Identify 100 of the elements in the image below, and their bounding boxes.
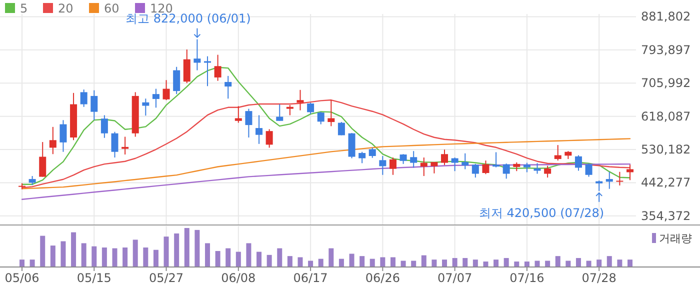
- x-tick-label: 07/28: [582, 271, 616, 285]
- candlestick: [462, 152, 469, 170]
- bar: [628, 260, 632, 267]
- bar: [287, 256, 292, 267]
- bar: [132, 240, 138, 267]
- bar: [30, 260, 35, 267]
- legend-label: 5: [20, 2, 28, 16]
- candlestick: [451, 157, 458, 172]
- candlestick: [224, 75, 232, 100]
- candlestick: [502, 163, 510, 180]
- x-tick-label: 07/16: [510, 271, 544, 285]
- candlestick: [585, 163, 592, 178]
- bar: [236, 252, 241, 267]
- bar: [390, 257, 396, 267]
- bar: [452, 258, 458, 267]
- x-tick-label: 06/26: [365, 271, 400, 285]
- bar: [442, 260, 448, 267]
- candlestick: [389, 157, 396, 176]
- line-series: [21, 66, 631, 185]
- bar: [266, 254, 272, 267]
- candlestick: [183, 49, 190, 84]
- candlestick: [574, 154, 582, 172]
- candlestick: [122, 136, 129, 155]
- candlestick: [111, 131, 118, 158]
- bar: [102, 248, 107, 267]
- candlestick: [276, 104, 284, 122]
- bar: [40, 236, 46, 267]
- candlestick: [100, 114, 108, 138]
- bar: [174, 233, 180, 267]
- bar: [81, 243, 86, 267]
- bar: [494, 260, 499, 267]
- bar: [349, 254, 354, 267]
- candlestick: [472, 163, 479, 178]
- bar: [338, 258, 344, 267]
- legend-label: 60: [104, 2, 120, 16]
- bar: [92, 246, 97, 267]
- candlestick: [28, 176, 36, 186]
- annotation: 최저 420,500 (07/28): [478, 206, 604, 220]
- x-tick-label: 05/27: [148, 271, 184, 285]
- candlestick: [266, 128, 273, 148]
- bar: [164, 236, 169, 267]
- candlestick: [400, 154, 407, 164]
- candlestick: [60, 120, 67, 152]
- bar: [122, 248, 128, 267]
- candlestick: [410, 150, 418, 168]
- bar: [184, 228, 190, 267]
- bar: [328, 248, 334, 267]
- candlestick: [441, 149, 448, 166]
- bar: [143, 248, 148, 267]
- candlestick: [430, 162, 438, 174]
- y-tick-label: 442,277: [641, 176, 691, 190]
- candlestick: [482, 160, 490, 175]
- candlestick: [606, 171, 613, 190]
- bar: [20, 260, 24, 267]
- bar: [153, 250, 158, 267]
- candlestick: [317, 111, 324, 125]
- candlestick: [554, 144, 562, 162]
- bar: [277, 248, 282, 267]
- candlestick: [245, 108, 252, 138]
- x-tick-label: 05/06: [4, 271, 40, 285]
- bar: [318, 258, 324, 267]
- y-tick-label: 793,897: [641, 42, 691, 57]
- bar: [71, 232, 76, 267]
- candlestick: [204, 56, 211, 87]
- candlestick: [49, 126, 56, 155]
- x-tick-label: 05/15: [76, 271, 112, 285]
- bar: [606, 256, 612, 267]
- annotation: 최고 822,000 (06/01): [126, 11, 251, 26]
- bar: [50, 246, 56, 267]
- bar: [483, 262, 488, 267]
- candlestick: [39, 142, 46, 178]
- x-tick-label: 07/07: [438, 271, 472, 285]
- candlestick: [626, 164, 634, 181]
- candlestick: [296, 89, 304, 111]
- candlestick: [616, 171, 624, 186]
- y-tick-label: 530,182: [641, 142, 691, 157]
- bar: [204, 243, 210, 267]
- candlestick: [368, 147, 376, 158]
- bar: [555, 256, 560, 267]
- bar: [215, 251, 220, 267]
- candlestick: [338, 122, 345, 136]
- bar: [472, 260, 478, 267]
- candlestick: [379, 156, 386, 176]
- candlestick: [358, 151, 366, 164]
- candlestick: [173, 66, 180, 95]
- candlestick: [152, 88, 160, 108]
- bar: [298, 257, 303, 267]
- bar: [370, 258, 375, 267]
- candlestick: [142, 98, 150, 116]
- candlestick: [194, 38, 201, 71]
- candlestick: [348, 132, 356, 159]
- bar: [596, 260, 602, 267]
- bar: [462, 258, 468, 267]
- candlestick: [80, 89, 88, 108]
- y-tick-label: 354,372: [641, 208, 691, 223]
- bar: [360, 256, 365, 267]
- bar: [380, 257, 386, 267]
- bar: [432, 260, 437, 267]
- bar: [256, 252, 262, 267]
- candlestick: [328, 100, 335, 127]
